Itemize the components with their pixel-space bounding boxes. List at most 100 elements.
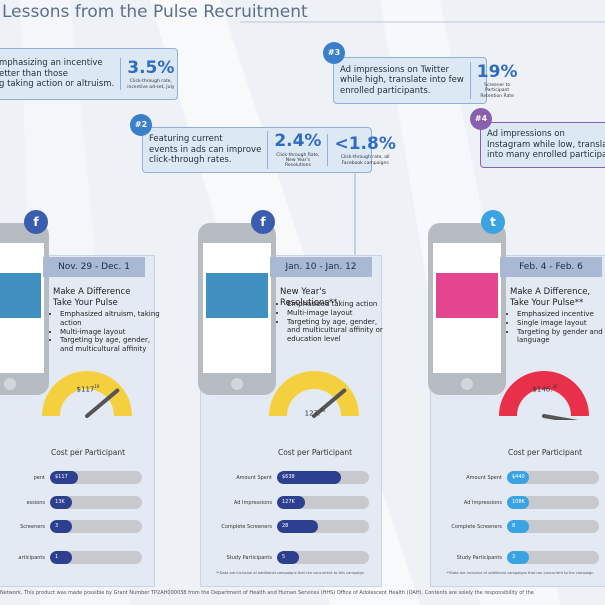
phone: f — [198, 210, 276, 395]
row-bar: 108K — [507, 495, 599, 509]
bullet: Multi-image layout — [287, 309, 387, 318]
stat: 2.4% Click-through Rate, New Year's Resol… — [267, 131, 321, 169]
row-value: $440 — [507, 471, 529, 484]
platform-icon: f — [260, 215, 266, 229]
gauge-label: Cost per Participant — [507, 448, 583, 457]
row-bar: 127K — [277, 495, 369, 509]
stat-caption: Click-through rate, incentive ad-set, Ju… — [127, 79, 175, 90]
campaign-title: New Year's Resolutions** — [280, 287, 338, 308]
stat-caption: Click-through rate, all Facebook campaig… — [340, 155, 390, 166]
platform-icon: t — [490, 215, 496, 229]
gauge-cents: 19 — [94, 384, 100, 389]
row-value: 127K — [277, 495, 305, 509]
phone-graphic: f — [198, 210, 276, 395]
bullet: Emphasized incentive — [517, 310, 605, 319]
title: Lessons from the Pulse Recruitment — [2, 2, 308, 22]
row-value: 5 — [277, 550, 299, 564]
gauge-arc — [499, 371, 589, 417]
row-label: Amount Spent — [466, 475, 502, 481]
platform-icon: f — [33, 215, 39, 229]
bullet: Emphasized altruism, taking action — [60, 310, 160, 328]
row-label: Study Participants — [226, 554, 272, 561]
row-label: Amount Spent — [236, 475, 272, 481]
gauge-arc — [42, 371, 132, 417]
row-value: 28 — [277, 520, 319, 533]
bullet: Emphasized taking action — [287, 300, 387, 309]
campaign-bullets: Emphasized incentiveSingle image layoutT… — [508, 310, 605, 345]
row-bar: 5 — [277, 550, 369, 564]
lesson-line: Ad impressions on Twitter — [340, 64, 450, 75]
gauge-value: $146.40 — [520, 384, 570, 393]
phone: t — [428, 210, 506, 395]
row-value: $117 — [50, 471, 78, 484]
stat: 19% Screener to Participant Retention Rat… — [469, 61, 517, 100]
stat-value: <1.8% — [334, 133, 396, 154]
lesson-line: Instagram while low, translate — [487, 139, 605, 150]
row-label: Study Participants — [456, 554, 502, 561]
campaign-title: Make A Difference Take Your Pulse — [53, 287, 131, 308]
gauge — [42, 371, 132, 418]
lesson-box: Ad impressions on Twitter while high, tra… — [333, 57, 517, 104]
ad-image — [206, 273, 268, 318]
bullet: Targeting by age, gender, and multicultu… — [60, 336, 160, 354]
bullet: Targeting by age, gender, and multicultu… — [287, 318, 387, 344]
bullet: Single image layout — [517, 319, 605, 328]
lesson-line: into many enrolled participants. — [487, 150, 605, 161]
lesson-line: events in ads can improve — [149, 144, 262, 155]
gauge-value: $11719 — [63, 384, 113, 393]
ad-image — [436, 273, 498, 318]
row-value: $638 — [277, 471, 342, 484]
lesson-number: #2 — [130, 114, 152, 136]
campaign-title: Make A Difference, Take Your Pulse** — [510, 287, 591, 308]
campaign-date: Nov. 29 - Dec. 1 — [43, 257, 145, 277]
row-label: Ad Impressions — [233, 499, 272, 506]
row-bar: 13K — [50, 495, 142, 509]
gauge-cents: 54 — [320, 408, 326, 413]
stat: 3.5% Click-through rate, incentive ad-set… — [120, 57, 175, 91]
home-button — [461, 378, 473, 390]
lesson-box: Featuring current events in ads can impro… — [142, 127, 396, 173]
row-bar: 3 — [507, 550, 599, 564]
gauge-cents: 40 — [552, 384, 558, 389]
lesson-line: enrolled participants. — [340, 85, 431, 96]
lesson-text: Ad impressions on Twitter while high, tra… — [340, 65, 464, 97]
row-value: 3 — [507, 550, 529, 564]
lesson-line: mphasizing an incentive — [0, 58, 103, 69]
row-value: 3 — [50, 520, 72, 533]
bullet: Targeting by gender and language — [517, 328, 605, 346]
row-label: Complete Screeners — [221, 524, 272, 530]
gauge-needle — [85, 388, 120, 418]
gauge-main: 127. — [304, 409, 321, 418]
row-value: 108K — [507, 495, 529, 509]
gauge — [499, 371, 589, 420]
stat-caption: Click-through Rate, New Year's Resolutio… — [276, 152, 320, 169]
footer: Network. This product was made possible … — [0, 590, 534, 596]
row-bar: $117 — [50, 471, 142, 484]
gauge-arc — [269, 371, 359, 417]
lesson-text: Ad impressions on Instagram while low, tr… — [487, 129, 605, 161]
row-bar: $638 — [277, 471, 369, 484]
phone-graphic: f — [0, 210, 49, 395]
row-bar: 8 — [507, 520, 599, 533]
lesson-line: while high, translate into few — [340, 75, 464, 86]
lesson-number: #3 — [323, 42, 345, 64]
row-label: articipants — [18, 554, 45, 561]
bullet: Multi-image layout — [60, 328, 160, 337]
ad-image — [0, 273, 41, 318]
home-button — [4, 378, 16, 390]
row-bar: 28 — [277, 520, 369, 533]
phone-graphic: t — [428, 210, 506, 395]
gauge-main: $146. — [532, 385, 553, 394]
lesson-line: click-through rates. — [149, 155, 232, 166]
row-label: pent — [33, 475, 45, 481]
lesson-text: Featuring current events in ads can impro… — [149, 134, 261, 166]
campaign-bullets: Emphasized altruism, taking actionMulti-… — [51, 310, 160, 354]
stat-caption: Screener to Participant Retention Rate — [480, 83, 514, 99]
stat: <1.8% Click-through rate, all Facebook ca… — [327, 133, 396, 167]
row-value: 8 — [507, 520, 529, 533]
footnote: **Data are inclusive of additional campa… — [216, 571, 364, 575]
campaign-date: Jan. 10 - Jan. 12 — [270, 257, 372, 277]
campaign-bullets: Emphasized taking actionMulti-image layo… — [278, 300, 387, 344]
footnote: **Data are inclusive of additional campa… — [446, 571, 594, 575]
home-button — [231, 378, 243, 390]
